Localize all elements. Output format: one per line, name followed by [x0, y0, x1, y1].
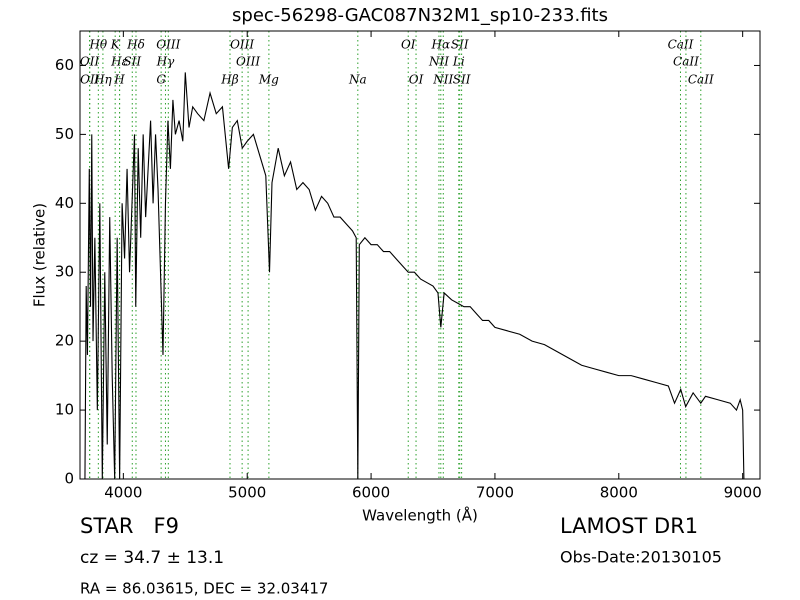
annotation-label: OIII: [230, 38, 254, 52]
coordinates: RA = 86.03615, DEC = 32.03417: [80, 580, 328, 598]
annotation-label: OII: [80, 55, 100, 69]
y-axis-label: Flux (relative): [31, 203, 49, 307]
annotation-label: Hγ: [156, 55, 175, 69]
annotation-label: CaII: [668, 38, 694, 52]
object-class: STAR F9: [80, 514, 179, 538]
chart-title: spec-56298-GAC087N32M1_sp10-233.fits: [232, 5, 608, 26]
x-tick-label: 6000: [352, 484, 390, 502]
plot-frame: [79, 30, 761, 480]
y-tick-label: 40: [55, 194, 74, 212]
annotation-label: SII: [451, 38, 469, 52]
annotation-label: H: [113, 73, 125, 87]
y-tick-label: 10: [55, 401, 74, 419]
x-tick-label: 7000: [476, 484, 514, 502]
annotation-label: Hδ: [126, 38, 145, 52]
annotation-label: NII: [432, 73, 453, 87]
annotation-label: Mg: [258, 73, 279, 87]
annotation-label: Hβ: [220, 73, 238, 87]
annotation-label: Hε: [110, 55, 128, 69]
annotation-label: OI: [401, 38, 416, 52]
y-tick-label: 20: [55, 332, 74, 350]
x-tick-label: 4000: [104, 484, 142, 502]
y-tick-label: 30: [55, 263, 74, 281]
annotation-label: Hθ: [88, 38, 107, 52]
annotation-label: SII: [453, 73, 471, 87]
annotation-label: CaII: [673, 55, 699, 69]
annotation-label: Na: [348, 73, 367, 87]
annotation-label: OI: [409, 73, 424, 87]
x-axis-label: Wavelength (Å): [362, 506, 478, 525]
x-tick-label: 9000: [724, 484, 762, 502]
spectrum-line: [84, 72, 745, 480]
annotation-label: OII: [80, 73, 100, 87]
annotation-label: CaII: [688, 73, 714, 87]
annotation-label: K: [110, 38, 121, 52]
x-tick-label: 8000: [600, 484, 638, 502]
y-tick-label: 60: [55, 56, 74, 74]
x-tick-label: 5000: [228, 484, 266, 502]
annotation-label: NII: [428, 55, 449, 69]
y-tick-label: 50: [55, 125, 74, 143]
y-tick-label: 0: [64, 470, 74, 488]
annotation-label: G: [156, 73, 166, 87]
survey: LAMOST DR1: [560, 514, 698, 538]
redshift: cz = 34.7 ± 13.1: [80, 548, 224, 568]
annotation-label: OIII: [236, 55, 260, 69]
annotation-label: SII: [123, 55, 141, 69]
obs-date: Obs-Date:20130105: [560, 548, 722, 567]
annotation-label: Li: [452, 55, 465, 69]
annotation-label: OIII: [156, 38, 180, 52]
annotation-label: Hη: [93, 73, 112, 87]
annotation-label: Hα: [431, 38, 451, 52]
